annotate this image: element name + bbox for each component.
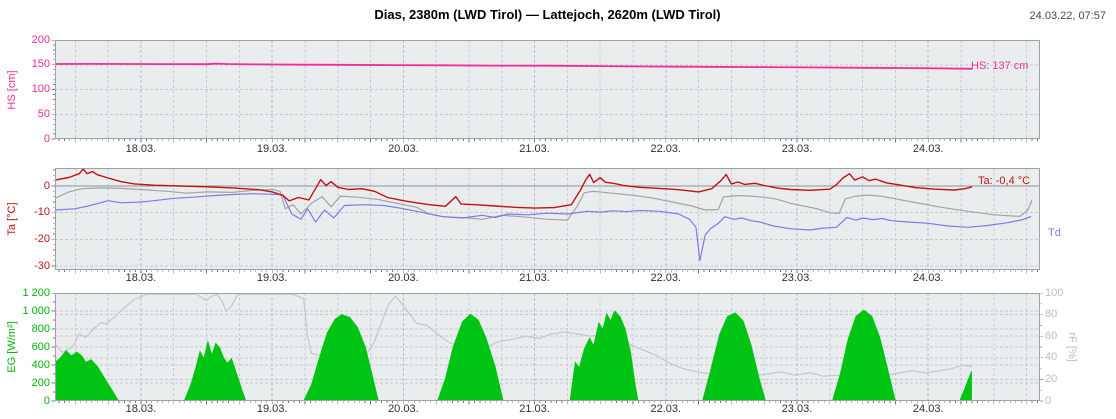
y-axis-label: 800 (31, 322, 50, 335)
x-axis-label: 20.03. (388, 403, 419, 415)
x-axis-label: 19.03. (256, 272, 288, 284)
y-axis-label: -10 (34, 206, 50, 219)
series-line-Ta-Dias (55, 168, 973, 209)
y-axis-label: 1 200 (22, 286, 50, 299)
x-axis-label: 20.03. (388, 143, 419, 155)
annotation-ta: Ta: -0,4 °C (978, 175, 1031, 187)
x-axis-label: 22.03. (650, 272, 682, 284)
plot-border (55, 293, 1040, 401)
y-axis-label: 1 000 (22, 304, 50, 317)
plot-border (55, 168, 1040, 270)
x-axis-label: 18.03. (125, 403, 157, 415)
y-axis-label: 200 (31, 33, 50, 46)
y-axis-title: Ta [°C] (6, 202, 18, 236)
y2-axis-label: 60 (1045, 329, 1058, 342)
x-axis-label: 22.03. (650, 143, 682, 155)
y-axis-label: 0 (43, 132, 50, 145)
series-line-HS (55, 62, 973, 70)
x-axis-label: 21.03. (519, 403, 550, 415)
y-axis-label: 400 (31, 358, 50, 371)
y-axis-title: EG [W/m²] (6, 321, 18, 373)
y-axis-title: HS [cm] (6, 69, 18, 110)
plot-border (55, 40, 1040, 139)
y-axis-label: 50 (37, 107, 50, 120)
series-line-Ta-Lattejoch (55, 187, 1033, 221)
x-axis-label: 24.03. (912, 403, 944, 415)
timestamp: 24.03.22, 07:57 (1029, 10, 1106, 22)
y-axis-label: -20 (34, 232, 50, 245)
annotation-hs: HS: 137 cm (971, 60, 1029, 72)
y2-axis-label: 40 (1045, 351, 1058, 364)
x-axis-label: 23.03. (781, 272, 813, 284)
x-axis-label: 23.03. (781, 143, 813, 155)
y-axis-label: -30 (34, 259, 50, 272)
y-axis-label: 0 (43, 179, 50, 192)
x-axis-label: 21.03. (519, 143, 550, 155)
y2-axis-label: 100 (1045, 286, 1064, 299)
temperature-chart (51, 168, 1040, 274)
y-axis-label: 100 (31, 83, 50, 95)
x-axis-label: 21.03. (519, 272, 550, 284)
series-line-rF (55, 293, 973, 377)
page-title: Dias, 2380m (LWD Tirol) — Lattejoch, 262… (374, 7, 721, 22)
y2-axis-title: rF [%] (1066, 332, 1078, 362)
series-area-EG (55, 309, 972, 401)
x-axis-label: 18.03. (125, 272, 157, 284)
annotation-td: Td (1048, 227, 1061, 239)
y-axis-label: 150 (31, 58, 50, 71)
y-axis-label: 200 (31, 376, 50, 389)
x-axis-label: 19.03. (256, 143, 288, 155)
x-axis-label: 24.03. (912, 272, 944, 284)
y2-axis-label: 20 (1045, 372, 1058, 385)
y-axis-label: 0 (43, 394, 50, 407)
x-axis-label: 24.03. (912, 143, 944, 155)
x-axis-label: 19.03. (256, 403, 288, 415)
snow-height-chart (51, 40, 1040, 143)
x-axis-label: 22.03. (650, 403, 682, 415)
x-axis-label: 18.03. (125, 143, 157, 155)
y2-axis-label: 80 (1045, 308, 1058, 321)
y2-axis-label: 0 (1045, 394, 1052, 407)
y-axis-label: 600 (31, 340, 50, 353)
x-axis-label: 20.03. (388, 272, 419, 284)
x-axis-label: 23.03. (781, 403, 813, 415)
radiation-humidity-chart (51, 293, 1044, 405)
series-line-Td (55, 193, 1032, 262)
